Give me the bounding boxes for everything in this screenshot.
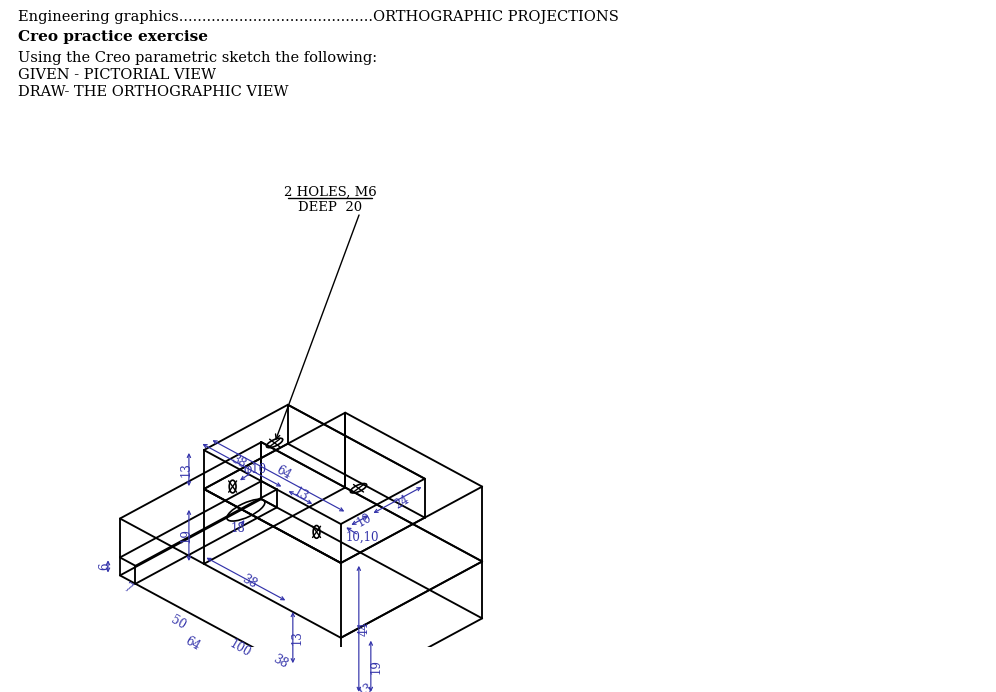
Text: 44: 44 (358, 621, 371, 637)
Text: 10: 10 (355, 511, 374, 529)
Text: 13: 13 (179, 462, 192, 477)
Text: 6: 6 (99, 563, 112, 570)
Text: 38: 38 (271, 652, 290, 671)
Text: DRAW- THE ORTHOGRAPHIC VIEW: DRAW- THE ORTHOGRAPHIC VIEW (18, 85, 289, 99)
Text: 7: 7 (122, 581, 134, 596)
Text: Engineering graphics..........................................ORTHOGRAPHIC PROJE: Engineering graphics....................… (18, 10, 619, 24)
Text: 10,10: 10,10 (346, 531, 379, 544)
Text: 24: 24 (391, 493, 411, 511)
Text: 38: 38 (228, 452, 248, 471)
Text: 19: 19 (179, 528, 192, 543)
Text: 38: 38 (239, 572, 259, 591)
Text: 2 HOLES, M6: 2 HOLES, M6 (284, 185, 376, 199)
Text: 18: 18 (230, 522, 245, 536)
Text: 13: 13 (291, 630, 304, 645)
Text: 100: 100 (227, 637, 253, 659)
Text: 50: 50 (168, 614, 188, 632)
Text: 64: 64 (183, 634, 202, 653)
Text: Using the Creo parametric sketch the following:: Using the Creo parametric sketch the fol… (18, 51, 377, 66)
Text: 13: 13 (291, 485, 310, 504)
Text: 64: 64 (274, 464, 293, 482)
Text: 13: 13 (356, 681, 374, 692)
Text: 19: 19 (370, 659, 382, 674)
Text: DEEP  20: DEEP 20 (298, 201, 363, 215)
Text: Creo practice exercise: Creo practice exercise (18, 30, 208, 44)
Text: GIVEN - PICTORIAL VIEW: GIVEN - PICTORIAL VIEW (18, 69, 216, 82)
Text: φ10: φ10 (243, 463, 266, 476)
